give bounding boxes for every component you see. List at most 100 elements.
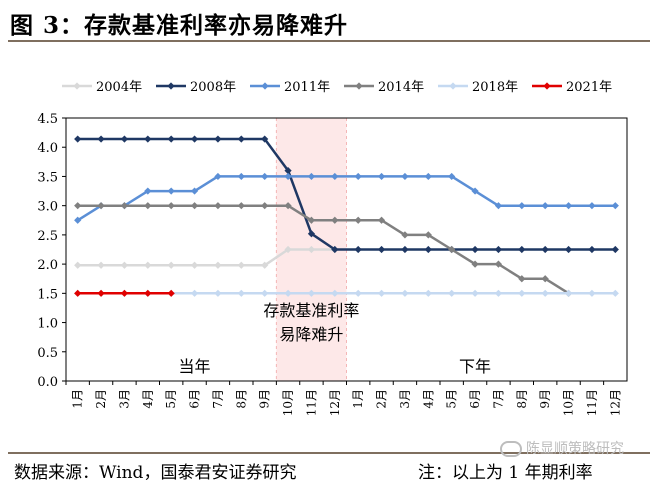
data-point: [237, 261, 245, 269]
data-point: [471, 260, 479, 268]
data-point: [471, 289, 479, 297]
x-tick-label: 4月: [141, 389, 155, 409]
data-point: [284, 167, 292, 175]
x-tick-label: 3月: [398, 389, 412, 409]
data-point: [97, 289, 105, 297]
data-point: [167, 261, 175, 269]
data-point: [284, 245, 292, 254]
x-tick-label: 8月: [234, 389, 248, 409]
data-point: [424, 289, 432, 297]
legend-marker: [449, 82, 457, 90]
data-point: [518, 289, 526, 297]
data-point: [588, 245, 596, 254]
figure-title: 图 3：存款基准利率亦易降难升: [10, 12, 349, 39]
data-point: [564, 202, 573, 210]
data-point: [541, 202, 549, 210]
data-point: [611, 245, 619, 254]
data-point: [401, 172, 409, 181]
data-point: [167, 135, 175, 143]
title-divider: [8, 40, 650, 42]
x-tick-label: 6月: [468, 389, 482, 409]
data-point: [331, 245, 339, 254]
data-point: [494, 260, 503, 268]
data-point: [611, 289, 619, 297]
data-point: [541, 245, 549, 254]
data-point: [144, 289, 152, 297]
data-point: [448, 289, 456, 297]
series-line-2014年: [77, 204, 570, 295]
data-point: [331, 216, 339, 224]
data-point: [74, 135, 82, 143]
data-point: [284, 202, 292, 210]
data-point: [354, 216, 362, 224]
x-tick-label: 9月: [258, 389, 272, 409]
data-point: [541, 289, 549, 297]
data-point: [307, 289, 316, 297]
data-point: [214, 172, 222, 181]
data-point: [424, 245, 432, 254]
y-tick-label: 2.5: [37, 229, 58, 244]
data-point: [331, 172, 339, 181]
data-point: [74, 202, 82, 210]
data-point: [448, 245, 456, 254]
period-label: 下年: [459, 357, 491, 376]
legend-label: 2014年: [378, 80, 424, 95]
data-point: [190, 261, 199, 269]
data-point: [214, 135, 222, 143]
data-point: [518, 202, 526, 210]
data-point: [261, 289, 269, 297]
x-tick-label: 2月: [94, 389, 108, 409]
x-tick-label: 12月: [608, 389, 622, 416]
data-point: [518, 245, 526, 254]
x-tick-label: 11月: [585, 389, 599, 416]
data-point: [214, 261, 222, 269]
y-tick-label: 1.5: [37, 287, 58, 302]
legend-marker: [543, 82, 551, 90]
y-tick-label: 3.0: [37, 200, 58, 215]
data-point: [237, 289, 245, 297]
data-point: [144, 135, 152, 143]
legend-marker: [355, 82, 363, 90]
series-line-2011年: [77, 175, 616, 222]
data-point: [190, 202, 199, 210]
legend-label: 2021年: [566, 80, 612, 95]
data-point: [261, 261, 269, 269]
data-point: [471, 245, 479, 254]
y-tick-label: 4.0: [37, 141, 58, 156]
x-tick-label: 7月: [491, 389, 505, 409]
watermark: 陈显顺策略研究: [500, 438, 624, 458]
x-tick-label: 2月: [375, 389, 389, 409]
data-point: [494, 245, 503, 254]
data-point: [307, 230, 316, 238]
rate-chart: 0.0 0.5 1.0 1.5 2.0 2.5 3.0 3.5 4.0 4.5 1月 2月 3月 4月 5月…: [37, 80, 628, 416]
data-point: [237, 135, 245, 143]
data-point: [401, 289, 409, 297]
data-point: [120, 289, 129, 297]
data-point: [424, 231, 432, 239]
x-tick-label: 12月: [328, 389, 342, 416]
data-point: [190, 289, 199, 297]
data-point: [541, 275, 549, 283]
data-point: [97, 202, 105, 210]
legend-marker: [167, 82, 175, 90]
data-point: [261, 202, 269, 210]
data-point: [237, 202, 245, 210]
wechat-icon: [500, 441, 522, 457]
highlight-label: 易降难升: [279, 325, 343, 344]
data-point: [611, 202, 619, 210]
data-point: [120, 135, 129, 143]
data-point: [74, 289, 82, 297]
data-point: [424, 172, 432, 181]
data-point: [237, 172, 245, 181]
y-tick-label: 3.5: [37, 170, 58, 185]
data-point: [354, 245, 362, 254]
data-point: [331, 289, 339, 297]
x-tick-label: 6月: [188, 389, 202, 409]
data-point: [190, 135, 199, 143]
data-point: [144, 202, 152, 210]
data-point: [97, 261, 105, 269]
legend-marker: [261, 82, 269, 90]
data-point: [307, 216, 316, 224]
data-point: [97, 135, 105, 143]
data-point: [74, 216, 82, 224]
